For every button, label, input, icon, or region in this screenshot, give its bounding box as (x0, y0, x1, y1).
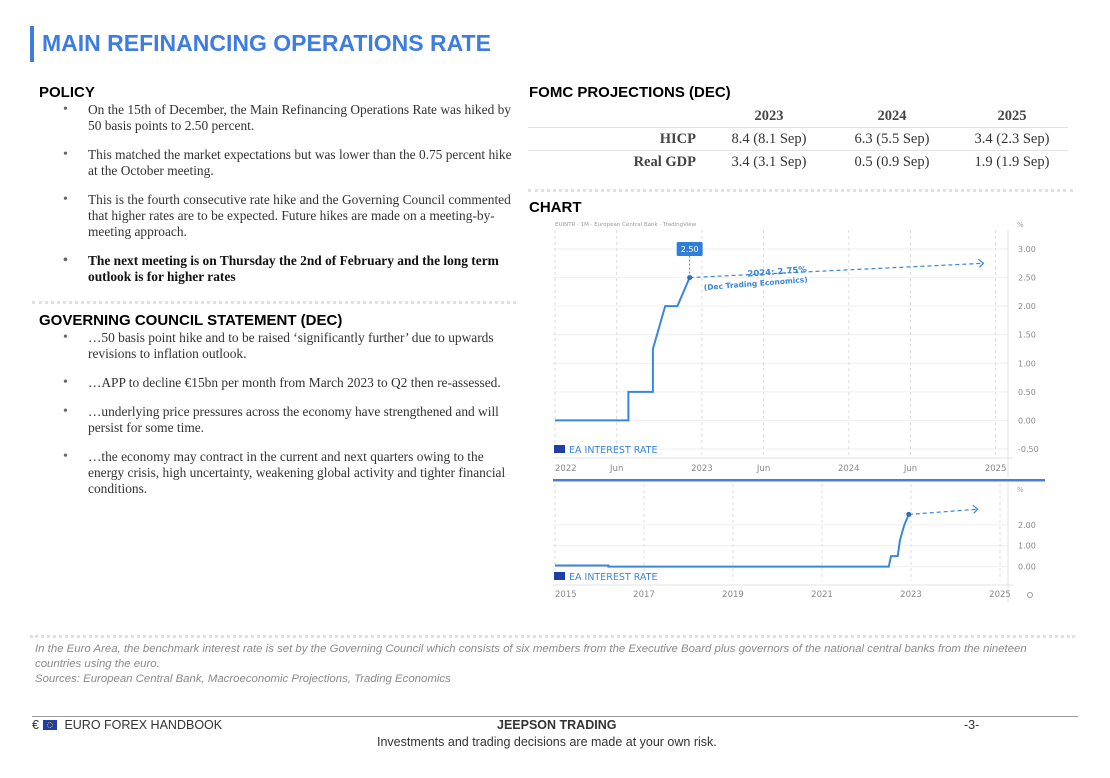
x-tick-label: 2024 (838, 464, 860, 474)
footer-brand: JEEPSON TRADING (497, 718, 617, 732)
top-panel-y-ticks: 3.00 2.50 2.00 1.50 1.00 0.50 0.00 -0.50 (1018, 245, 1039, 454)
forecast-line (689, 262, 984, 279)
policy-heading: POLICY (39, 84, 95, 101)
table-cell: 1.9 (1.9 Sep) (956, 150, 1068, 173)
section-divider (32, 301, 516, 304)
x-tick-label: 2019 (722, 590, 744, 600)
current-point (687, 275, 693, 281)
policy-bullet: This matched the market expectations but… (63, 147, 513, 179)
projections-corner (528, 105, 710, 128)
y-tick-label: 3.00 (1018, 245, 1036, 254)
projections-col-header: 2023 (754, 107, 784, 124)
statement-heading: GOVERNING COUNCIL STATEMENT (DEC) (39, 312, 343, 329)
y-tick-label: 0.00 (1018, 416, 1036, 425)
policy-bullet: This is the fourth consecutive rate hike… (63, 192, 513, 240)
chart2-legend: EA INTEREST RATE (569, 572, 657, 583)
projections-table: 2023 2024 2025 HICP 8.4 (8.1 Sep) 6.3 (5… (528, 105, 1068, 173)
section-divider (528, 189, 1073, 192)
forecast-annotation: 2024: 2.75% (Dec Trading Economics) (704, 265, 808, 292)
current-value-label: 2.50 (681, 245, 699, 254)
policy-list: On the 15th of December, the Main Refina… (63, 102, 513, 298)
projections-header-row: 2023 2024 2025 (528, 105, 1068, 128)
history-forecast-line (908, 508, 978, 516)
chart-heading: CHART (529, 199, 582, 216)
rate-chart: EUINTR · 1M · European Central Bank · Tr… (553, 221, 1045, 603)
statement-bullet: …50 basis point hike and to be raised ‘s… (63, 330, 513, 362)
footer-rule (32, 716, 1078, 717)
projections-col-header: 2024 (877, 107, 907, 124)
x-tick-label: 2021 (811, 590, 833, 600)
title-accent-bar (30, 26, 34, 62)
footnote-text: In the Euro Area, the benchmark interest… (35, 643, 1027, 670)
x-tick-label: Jun (609, 464, 623, 474)
y-tick-label: -0.50 (1018, 445, 1039, 454)
eu-flag-icon (554, 572, 565, 580)
settings-icon[interactable] (1027, 592, 1033, 598)
table-row: HICP 8.4 (8.1 Sep) 6.3 (5.5 Sep) 3.4 (2.… (528, 127, 1068, 151)
x-tick-label: Jun (756, 464, 770, 474)
eu-flag-icon (554, 445, 565, 453)
top-panel-x-ticks: 2022 Jun 2023 Jun 2024 Jun 2025 (555, 464, 1006, 474)
projections-col-header: 2025 (997, 107, 1027, 124)
bottom-panel-y-ticks: 2.00 1.00 0.00 (1018, 521, 1036, 572)
y-tick-label: 2.50 (1018, 274, 1036, 283)
table-cell: 6.3 (5.5 Sep) (828, 127, 956, 151)
footnote: In the Euro Area, the benchmark interest… (35, 642, 1065, 687)
row-label: HICP (528, 127, 710, 151)
y-tick-label: 2.00 (1018, 302, 1036, 311)
statement-bullet: …the economy may contract in the current… (63, 449, 513, 497)
panel-divider (553, 479, 1045, 482)
table-cell: 3.4 (2.3 Sep) (956, 127, 1068, 151)
footnote-sources: Sources: European Central Bank, Macroeco… (35, 673, 451, 685)
forecast-annotation-value: 2024: 2.75% (747, 265, 808, 280)
y-tick-label: 0.50 (1018, 388, 1036, 397)
statement-bullet: …underlying price pressures across the e… (63, 404, 513, 436)
history-current-point (906, 511, 912, 517)
chart-legend: EA INTEREST RATE (569, 445, 657, 456)
y-tick-label: 1.00 (1018, 359, 1036, 368)
section-divider (30, 635, 1075, 638)
x-tick-label: 2015 (555, 590, 577, 600)
footer-left: € EURO FOREX HANDBOOK (32, 718, 222, 732)
rate-series-line (555, 277, 691, 422)
table-cell: 8.4 (8.1 Sep) (710, 127, 828, 151)
x-tick-label: 2025 (985, 464, 1007, 474)
current-value-badge (676, 242, 703, 256)
bottom-panel-grid (553, 482, 1013, 603)
history-forecast-arrow (972, 504, 979, 514)
projections-heading: FOMC PROJECTIONS (DEC) (529, 84, 731, 101)
statement-list: …50 basis point hike and to be raised ‘s… (63, 330, 513, 510)
table-row: Real GDP 3.4 (3.1 Sep) 0.5 (0.9 Sep) 1.9… (528, 150, 1068, 173)
chart-unit-label: % (1017, 221, 1024, 229)
policy-bullet-next-meeting: The next meeting is on Thursday the 2nd … (63, 253, 513, 285)
footer-disclaimer: Investments and trading decisions are ma… (377, 735, 717, 749)
policy-bullet: On the 15th of December, the Main Refina… (63, 102, 513, 134)
handbook-label: EURO FOREX HANDBOOK (64, 718, 223, 732)
chart-container: EUINTR · 1M · European Central Bank · Tr… (553, 218, 1045, 603)
y-tick-label: 0.00 (1018, 563, 1036, 572)
page-title: MAIN REFINANCING OPERATIONS RATE (42, 30, 491, 56)
table-cell: 0.5 (0.9 Sep) (828, 150, 956, 173)
bottom-panel-x-ticks: 2015 2017 2019 2021 2023 2025 (555, 590, 1011, 600)
statement-bullet: …APP to decline €15bn per month from Mar… (63, 375, 513, 391)
forecast-arrow (978, 258, 985, 268)
x-tick-label: Jun (903, 464, 917, 474)
euro-symbol: € (32, 718, 39, 732)
table-cell: 3.4 (3.1 Sep) (710, 150, 828, 173)
y-tick-label: 1.50 (1018, 331, 1036, 340)
chart-source-header: EUINTR · 1M · European Central Bank · Tr… (555, 222, 697, 228)
y-tick-label: 1.00 (1018, 542, 1036, 551)
x-tick-label: 2022 (555, 464, 577, 474)
x-tick-label: 2023 (691, 464, 713, 474)
row-label: Real GDP (528, 150, 710, 173)
x-tick-label: 2023 (900, 590, 922, 600)
eu-flag-icon (42, 720, 57, 730)
rate-history-line (555, 514, 910, 568)
x-tick-label: 2025 (989, 590, 1011, 600)
chart2-unit-label: % (1017, 486, 1024, 494)
x-tick-label: 2017 (633, 590, 655, 600)
y-tick-label: 2.00 (1018, 521, 1036, 530)
page-number: -3- (964, 718, 980, 732)
